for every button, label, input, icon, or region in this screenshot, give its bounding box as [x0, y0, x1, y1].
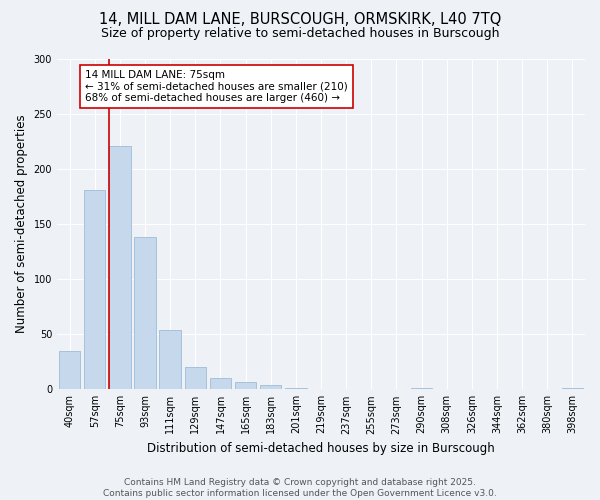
Bar	[59, 351, 80, 390]
Bar	[84, 190, 106, 390]
X-axis label: Distribution of semi-detached houses by size in Burscough: Distribution of semi-detached houses by …	[147, 442, 495, 455]
Text: 14 MILL DAM LANE: 75sqm
← 31% of semi-detached houses are smaller (210)
68% of s: 14 MILL DAM LANE: 75sqm ← 31% of semi-de…	[85, 70, 348, 103]
Bar	[235, 382, 256, 390]
Bar	[210, 378, 231, 390]
Bar	[160, 330, 181, 390]
Bar	[562, 388, 583, 390]
Bar	[411, 388, 432, 390]
Bar	[109, 146, 131, 390]
Bar	[185, 368, 206, 390]
Text: Size of property relative to semi-detached houses in Burscough: Size of property relative to semi-detach…	[101, 28, 499, 40]
Text: 14, MILL DAM LANE, BURSCOUGH, ORMSKIRK, L40 7TQ: 14, MILL DAM LANE, BURSCOUGH, ORMSKIRK, …	[99, 12, 501, 28]
Bar	[285, 388, 307, 390]
Text: Contains HM Land Registry data © Crown copyright and database right 2025.
Contai: Contains HM Land Registry data © Crown c…	[103, 478, 497, 498]
Y-axis label: Number of semi-detached properties: Number of semi-detached properties	[15, 115, 28, 334]
Bar	[134, 238, 156, 390]
Bar	[260, 385, 281, 390]
